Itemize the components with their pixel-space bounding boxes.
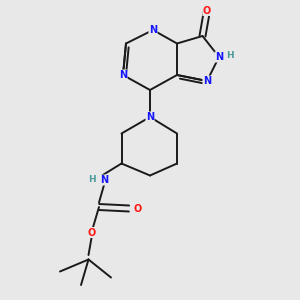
Text: O: O: [87, 227, 96, 238]
Text: N: N: [100, 175, 109, 185]
Text: N: N: [203, 76, 211, 86]
Text: N: N: [146, 112, 154, 122]
Text: N: N: [215, 52, 223, 62]
Text: O: O: [203, 5, 211, 16]
Text: O: O: [133, 203, 142, 214]
Text: N: N: [149, 25, 157, 35]
Text: N: N: [119, 70, 127, 80]
Text: H: H: [88, 176, 95, 184]
Text: H: H: [226, 51, 234, 60]
